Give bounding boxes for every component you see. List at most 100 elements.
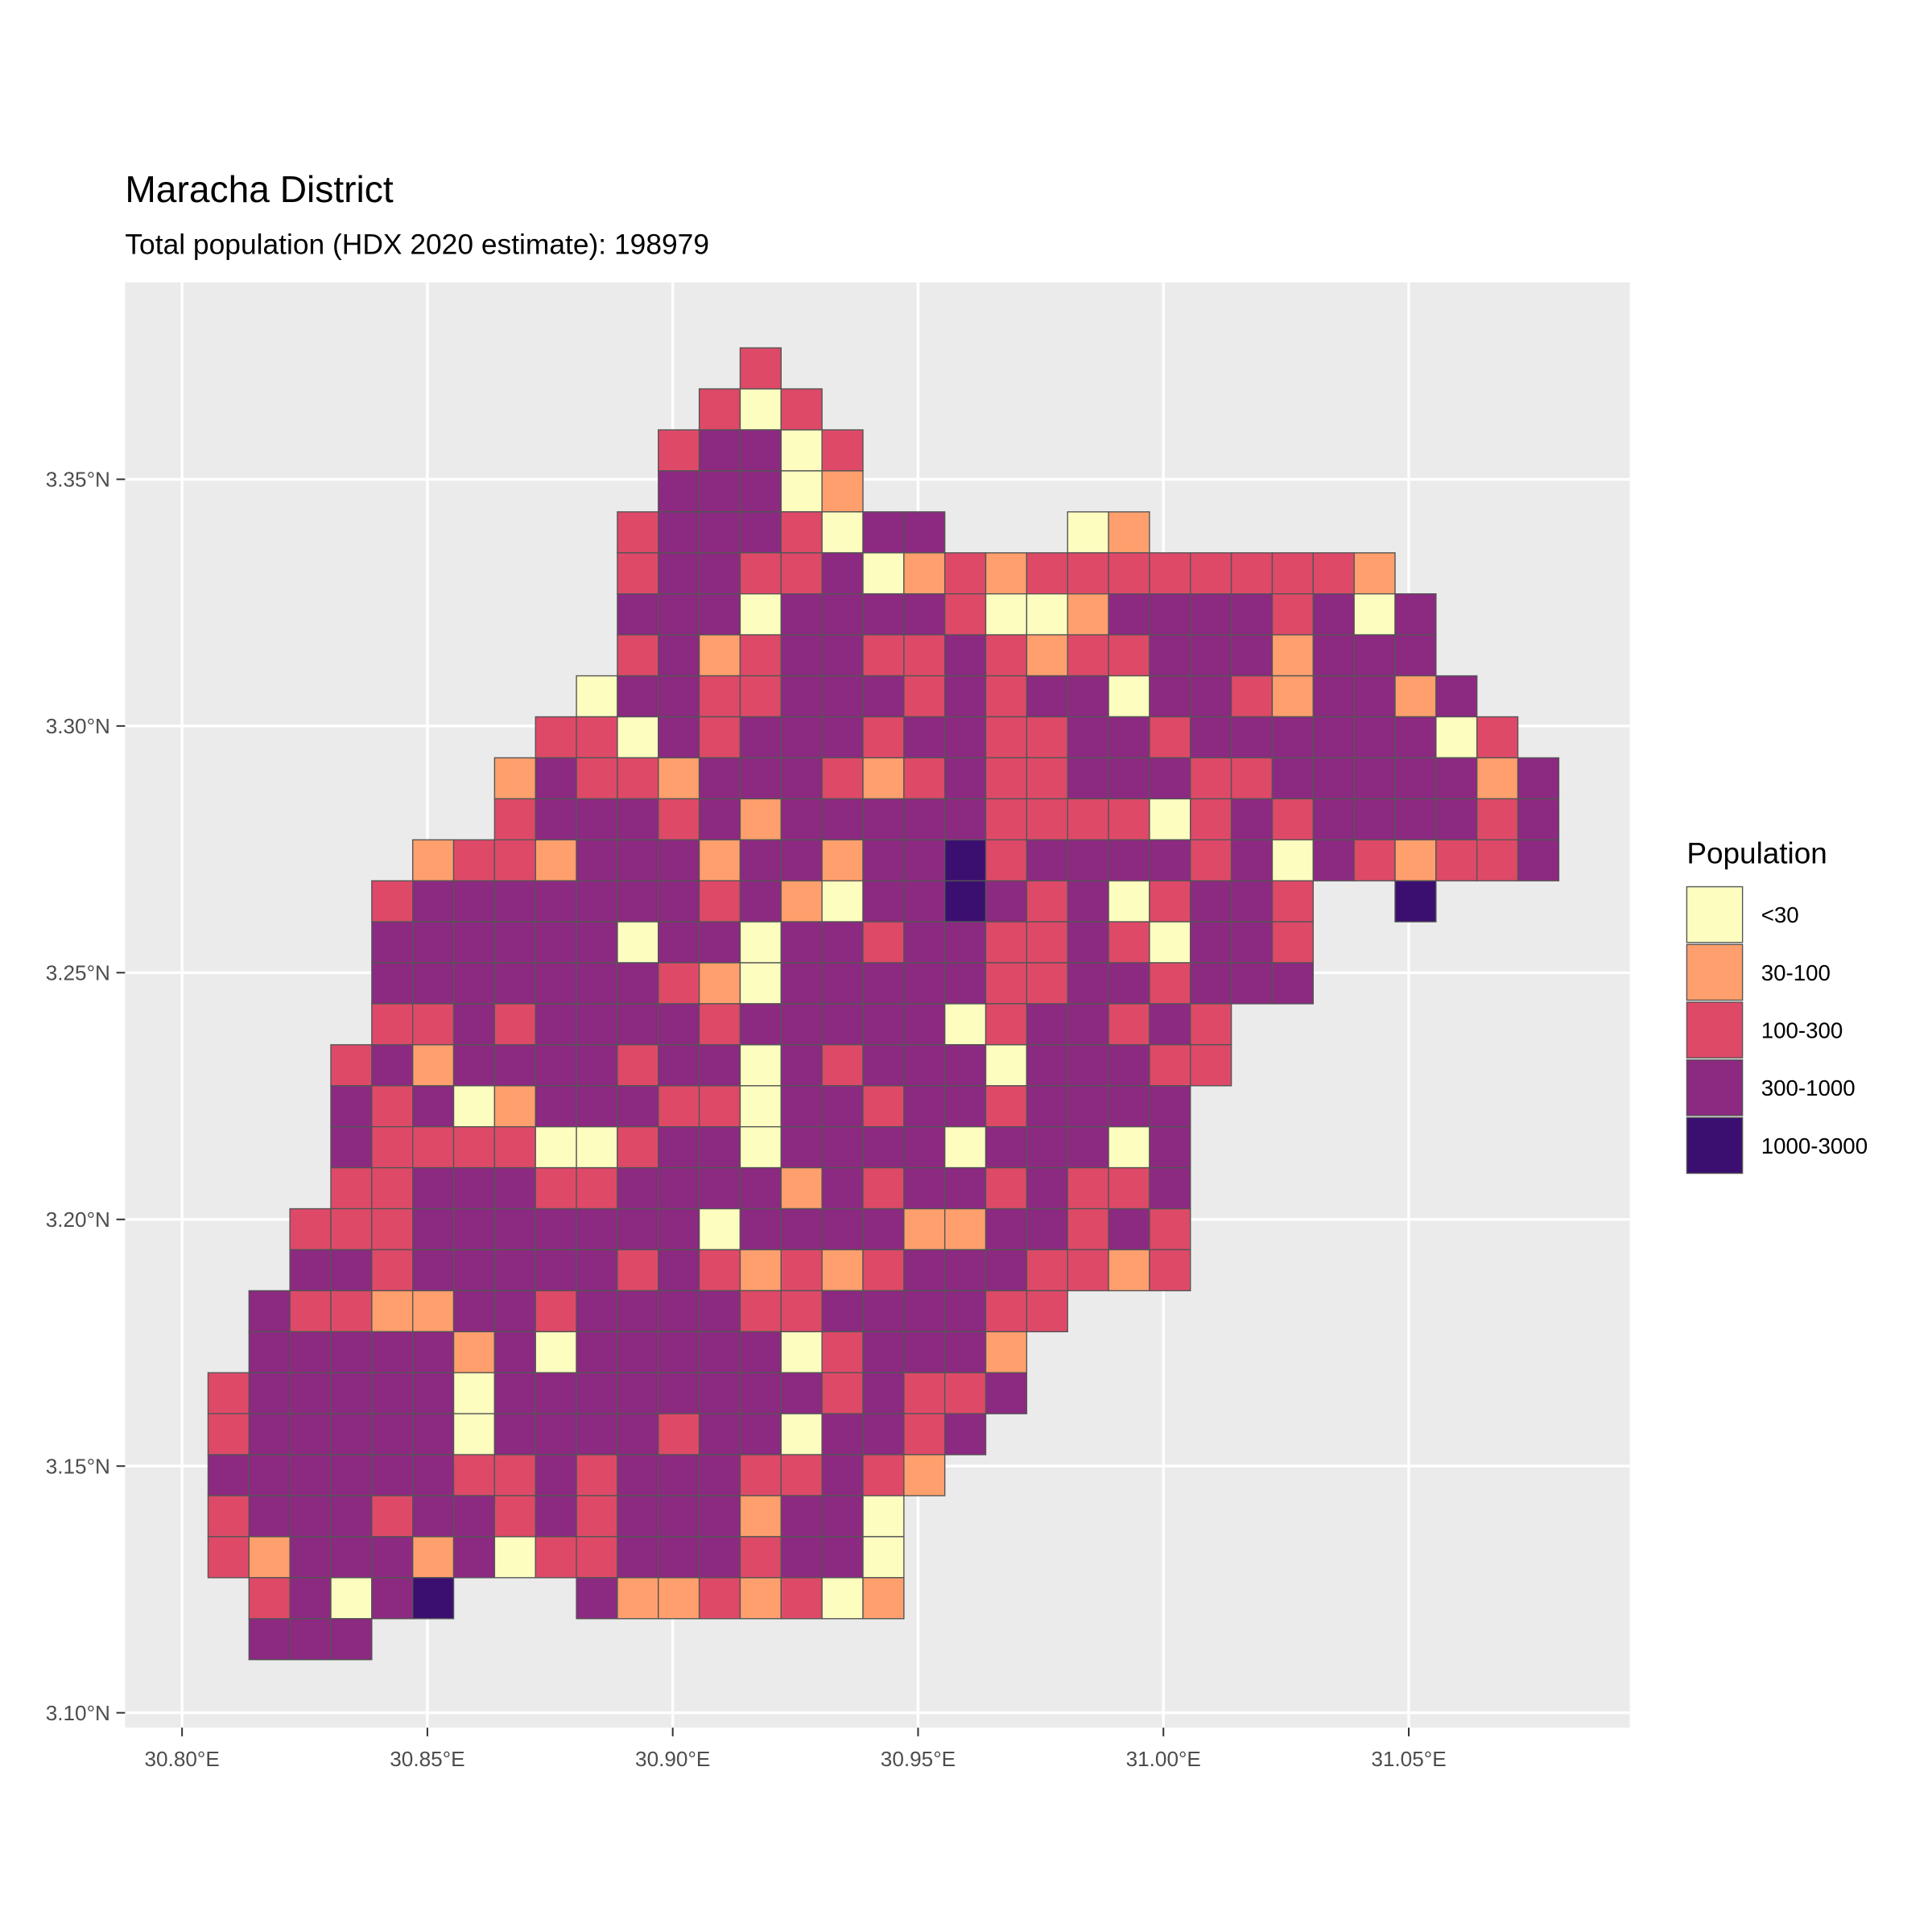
- grid-cell: [1230, 757, 1274, 800]
- grid-cell: [452, 1454, 496, 1496]
- grid-cell: [821, 1454, 864, 1496]
- grid-cell: [1026, 716, 1068, 759]
- grid-cell: [1394, 675, 1437, 718]
- grid-cell: [821, 1413, 864, 1455]
- grid-cell: [371, 962, 414, 1005]
- grid-cell: [576, 839, 618, 881]
- grid-cell: [903, 1290, 946, 1332]
- grid-cell: [576, 716, 618, 759]
- grid-cell: [248, 1331, 291, 1373]
- grid-cell: [903, 1044, 946, 1087]
- grid-cell: [944, 921, 987, 964]
- grid-cell: [330, 1249, 373, 1292]
- legend-label: 1000-3000: [1761, 1133, 1868, 1158]
- grid-cell: [1230, 593, 1274, 636]
- legend-title: Population: [1686, 836, 1827, 869]
- grid-cell: [617, 593, 659, 636]
- grid-cell: [1353, 552, 1396, 595]
- grid-cell: [207, 1454, 250, 1496]
- grid-cell: [412, 1208, 455, 1251]
- grid-cell: [1108, 880, 1150, 923]
- grid-cell: [617, 921, 659, 964]
- grid-cell: [698, 1577, 741, 1620]
- grid-cell: [862, 1125, 905, 1169]
- grid-cell: [452, 839, 496, 881]
- grid-cell: [1108, 1166, 1150, 1210]
- grid-cell: [617, 757, 659, 800]
- grid-cell: [1067, 511, 1109, 554]
- grid-cell: [1394, 716, 1437, 759]
- grid-cell: [371, 1331, 414, 1373]
- grid-cell: [903, 1085, 946, 1128]
- grid-cell: [1476, 798, 1519, 840]
- grid-cell: [617, 1125, 659, 1169]
- grid-cell: [780, 1044, 823, 1087]
- grid-cell: [862, 1413, 905, 1455]
- grid-cell: [658, 1044, 700, 1087]
- grid-cell: [903, 1166, 946, 1210]
- grid-cell: [371, 1577, 414, 1620]
- grid-cell: [1271, 798, 1315, 840]
- grid-cell: [1026, 1249, 1068, 1292]
- grid-cell: [985, 921, 1028, 964]
- grid-cell: [1230, 921, 1274, 964]
- grid-cell: [412, 1577, 455, 1620]
- grid-cell: [780, 388, 823, 431]
- grid-cell: [1353, 716, 1396, 759]
- grid-cell: [985, 716, 1028, 759]
- grid-cell: [739, 1454, 782, 1496]
- grid-cell: [330, 1454, 373, 1496]
- grid-cell: [739, 634, 782, 677]
- grid-cell: [698, 880, 741, 923]
- grid-cell: [739, 347, 782, 390]
- grid-cell: [493, 757, 536, 800]
- grid-cell: [944, 634, 987, 677]
- grid-cell: [821, 962, 864, 1005]
- grid-cell: [493, 798, 536, 840]
- grid-cell: [493, 962, 536, 1005]
- grid-cell: [617, 1085, 659, 1128]
- grid-cell: [985, 634, 1028, 677]
- grid-cell: [658, 1577, 700, 1620]
- grid-cell: [739, 470, 782, 513]
- grid-cell: [1271, 921, 1315, 964]
- grid-cell: [780, 1249, 823, 1292]
- grid-cell: [1517, 798, 1560, 840]
- legend-key: [1686, 1117, 1744, 1174]
- grid-cell: [698, 388, 741, 431]
- grid-cell: [1312, 552, 1355, 595]
- grid-cell: [617, 839, 659, 881]
- grid-cell: [617, 1166, 659, 1210]
- grid-cell: [862, 1331, 905, 1373]
- grid-cell: [739, 1003, 782, 1046]
- grid-cell: [985, 798, 1028, 840]
- grid-cell: [412, 1290, 455, 1332]
- x-axis: 30.80°E 30.85°E 30.90°E 30.95°E 31.00°E 31.05…: [144, 1728, 1447, 1771]
- grid-cell: [698, 1372, 741, 1414]
- grid-cell: [576, 1331, 618, 1373]
- grid-cell: [903, 1249, 946, 1292]
- grid-cell: [412, 1536, 455, 1579]
- grid-cell: [1108, 1003, 1150, 1046]
- grid-cell: [330, 1495, 373, 1538]
- grid-cell: [1108, 675, 1150, 718]
- grid-cell: [739, 1044, 782, 1087]
- grid-cell: [412, 1125, 455, 1169]
- grid-cell: [1067, 880, 1109, 923]
- grid-cell: [1271, 593, 1315, 636]
- grid-cell: [1108, 839, 1150, 881]
- grid-cell: [658, 1085, 700, 1128]
- grid-cell: [330, 1208, 373, 1251]
- grid-cell: [617, 675, 659, 718]
- grid-cell: [1353, 675, 1396, 718]
- grid-cell: [1230, 798, 1274, 840]
- grid-cell: [1026, 552, 1068, 595]
- grid-cell: [944, 1208, 987, 1251]
- grid-cell: [1476, 839, 1519, 881]
- grid-cell: [1190, 839, 1232, 881]
- grid-cell: [576, 1536, 618, 1579]
- grid-cell: [535, 1331, 577, 1373]
- legend-label: 100-300: [1761, 1018, 1843, 1043]
- legend: Population <30 30-100 100-300 300-1000 1000-…: [1686, 836, 1868, 1174]
- grid-cell: [1067, 962, 1109, 1005]
